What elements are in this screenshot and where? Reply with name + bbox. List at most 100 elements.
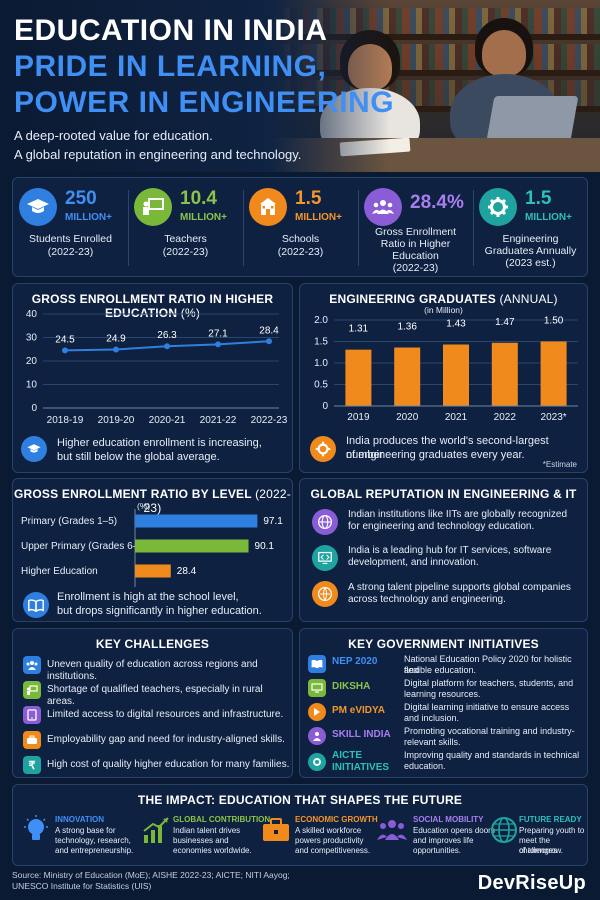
y-tick-label: 0.5 <box>314 380 328 391</box>
impact-title: THE IMPACT: EDUCATION THAT SHAPES THE FU… <box>137 793 463 807</box>
gear-icon <box>308 753 326 771</box>
gear-icon <box>310 436 336 462</box>
data-point <box>215 341 221 348</box>
data-label: 1.36 <box>397 322 417 333</box>
ger-trend-title: GROSS ENROLLMENT RATIO IN HIGHER EDUCATI… <box>31 292 274 320</box>
data-label: 24.9 <box>106 333 126 344</box>
ger-trend-note-line2: but still below the global average. <box>57 451 220 463</box>
x-tick-label: 2022-23 <box>251 415 288 426</box>
y-tick-label: 30 <box>26 333 38 344</box>
ger-line-chart: 0 10 20 30 40 24.5 2018-19 24.9 2019-20 26.3 2020-… <box>26 309 288 426</box>
people-icon <box>23 656 41 674</box>
bar <box>135 564 171 578</box>
x-tick-label: 2022 <box>494 412 517 423</box>
globe-icon <box>312 509 338 535</box>
x-tick-label: 2019-20 <box>98 415 135 426</box>
x-tick-label: 2021 <box>445 412 468 423</box>
bar <box>443 344 469 406</box>
handshake-globe-icon <box>312 581 338 607</box>
category-label: Higher Education <box>21 566 98 577</box>
lightbulb-icon <box>24 815 48 840</box>
bar <box>135 539 249 553</box>
x-tick-label: 2018-19 <box>47 415 84 426</box>
hero-description-line2: A global reputation in engineering and t… <box>14 147 302 162</box>
ger-by-level-chart: Primary (Grades 1–5) 97.1 Upper Primary (G… <box>21 509 283 587</box>
data-point <box>113 346 119 353</box>
key-initiatives-title: KEY GOVERNMENT INITIATIVES <box>348 637 539 651</box>
monitor-icon <box>308 679 326 697</box>
hero-banner: EDUCATION IN INDIA PRIDE IN LEARNING, PO… <box>0 0 600 172</box>
initiative-name: PM eVIDYA <box>332 705 385 716</box>
global-reputation-panel: GLOBAL REPUTATION IN ENGINEERING & IT In… <box>299 478 588 622</box>
page-subtitle-line1: PRIDE IN LEARNING, <box>14 50 327 83</box>
challenge-item: Uneven quality of education across regio… <box>47 659 258 682</box>
briefcase-icon <box>263 818 289 841</box>
data-point <box>62 347 68 354</box>
book-icon <box>308 655 326 673</box>
growth-chart-icon <box>143 817 169 843</box>
x-tick-label: 2020-21 <box>149 415 186 426</box>
engineering-bar-chart: 0 0.5 1.0 1.5 2.0 1.31 2019 1.36 2020 1.43 2021 1.4… <box>314 315 578 423</box>
teacher-icon <box>23 681 41 699</box>
bar <box>345 349 372 406</box>
stat-engineering-graduates: 1.5 MILLION+ Engineering Graduates Annua… <box>473 178 588 278</box>
bar <box>135 514 258 528</box>
y-tick-label: 0 <box>322 401 328 412</box>
ger-by-level-note-line1: Enrollment is high at the school level, <box>57 591 239 603</box>
y-tick-label: 1.5 <box>314 337 328 348</box>
y-tick-label: 0 <box>31 403 37 414</box>
y-tick-label: 1.0 <box>314 358 328 369</box>
school-building-icon <box>249 188 287 226</box>
stat-teachers: 10.4 MILLION+ Teachers (2022-23) <box>128 178 243 278</box>
gear-icon <box>479 188 517 226</box>
challenge-item: Employability gap and need for industry-… <box>47 734 285 745</box>
monitor-code-icon <box>312 545 338 571</box>
teacher-board-icon <box>134 188 172 226</box>
impact-item-title: SOCIAL MOBILITY <box>413 815 484 824</box>
hero-description-line1: A deep-rooted value for education. <box>14 128 213 143</box>
global-reputation-title: GLOBAL REPUTATION IN ENGINEERING & IT <box>310 487 577 501</box>
key-challenges-panel: KEY CHALLENGES Uneven quality of educati… <box>12 628 293 778</box>
engineering-note-line2: of engineering graduates every year. <box>346 449 525 461</box>
impact-item-title: GLOBAL CONTRIBUTION <box>173 815 271 824</box>
source-citation: Source: Ministry of Education (MoE); AIS… <box>12 870 290 891</box>
challenge-item: Shortage of qualified teachers, especial… <box>47 684 263 707</box>
category-label: Upper Primary (Grades 6–8) <box>21 541 147 552</box>
data-label: 24.5 <box>55 334 75 345</box>
key-challenges-title: KEY CHALLENGES <box>95 637 210 651</box>
y-tick-label: 2.0 <box>314 315 328 326</box>
challenge-item: Limited access to digital resources and … <box>47 709 284 720</box>
engineering-graduates-unit: (in Million) <box>424 305 463 315</box>
ger-by-level-note-line2: but drops significantly in higher educat… <box>57 605 262 617</box>
impact-panel: THE IMPACT: EDUCATION THAT SHAPES THE FU… <box>12 784 588 866</box>
data-label: 90.1 <box>255 541 275 552</box>
data-label: 28.4 <box>259 325 279 336</box>
engineering-note-line1: India produces the world's second-larges… <box>346 435 549 461</box>
engineering-graduates-panel: ENGINEERING GRADUATES (ANNUAL) (in Milli… <box>299 283 588 473</box>
data-point <box>266 338 272 345</box>
data-label: 1.47 <box>495 317 515 328</box>
bar <box>491 342 518 406</box>
graduation-cap-icon <box>19 188 57 226</box>
impact-item-title: ECONOMIC GROWTH <box>295 815 378 824</box>
ger-by-level-unit: (%) <box>137 501 151 511</box>
stat-schools: 1.5 MILLION+ Schools (2022-23) <box>243 178 358 278</box>
data-label: 1.43 <box>446 319 466 330</box>
page-subtitle-line2: POWER IN ENGINEERING <box>14 86 395 119</box>
ger-trend-panel: GROSS ENROLLMENT RATIO IN HIGHER EDUCATI… <box>12 283 293 473</box>
bar <box>540 341 567 406</box>
initiative-name: SKILL INDIA <box>332 729 391 740</box>
category-label: Primary (Grades 1–5) <box>21 516 117 527</box>
estimate-footnote: *Estimate <box>542 460 577 469</box>
initiative-name-line2: INITIATIVES <box>332 762 390 773</box>
x-tick-label: 2023* <box>541 412 567 423</box>
stat-students-enrolled: 250 MILLION+ Students Enrolled (2022-23) <box>13 178 128 278</box>
brand-logo: DevRiseUp <box>477 872 586 894</box>
data-point <box>164 343 170 350</box>
x-tick-label: 2019 <box>347 412 370 423</box>
y-tick-label: 40 <box>26 309 38 320</box>
rupee-icon: ₹ <box>23 756 41 774</box>
bar <box>394 347 421 406</box>
ger-by-level-panel: GROSS ENROLLMENT RATIO BY LEVEL (2022-23… <box>12 478 293 622</box>
impact-item-title: FUTURE READY <box>519 815 582 824</box>
